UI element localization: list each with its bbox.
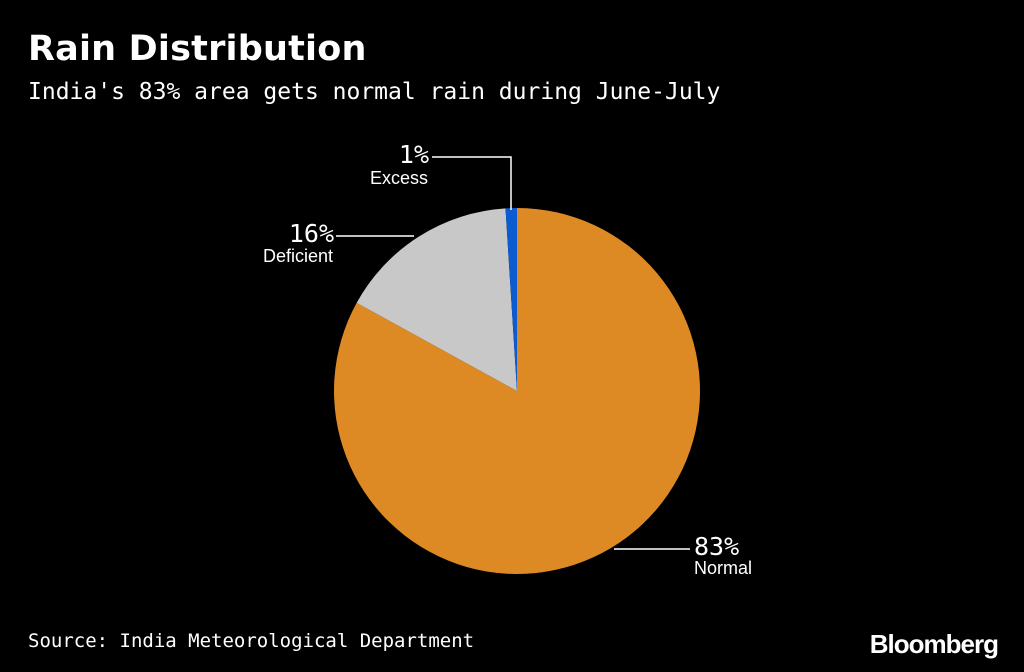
- pie-slice-excess: [505, 207, 517, 391]
- deficient-category-label: Deficient: [263, 246, 333, 266]
- pie-slice-deficient: [356, 208, 517, 391]
- normal-percent-label: 83%: [694, 532, 739, 561]
- source-note: Source: India Meteorological Department: [28, 630, 475, 652]
- excess-category-label: Excess: [370, 168, 428, 188]
- leader-line-excess: [432, 156, 512, 210]
- normal-category-label: Normal: [694, 558, 752, 578]
- deficient-percent-label: 16%: [289, 219, 334, 248]
- pie-slices: [334, 207, 701, 574]
- pie-slice-normal: [334, 208, 701, 574]
- bloomberg-logo: Bloomberg: [869, 629, 999, 659]
- chart-title: Rain Distribution: [28, 29, 367, 69]
- chart-subtitle: India's 83% area gets normal rain during…: [28, 79, 721, 105]
- excess-percent-label: 1%: [399, 140, 429, 169]
